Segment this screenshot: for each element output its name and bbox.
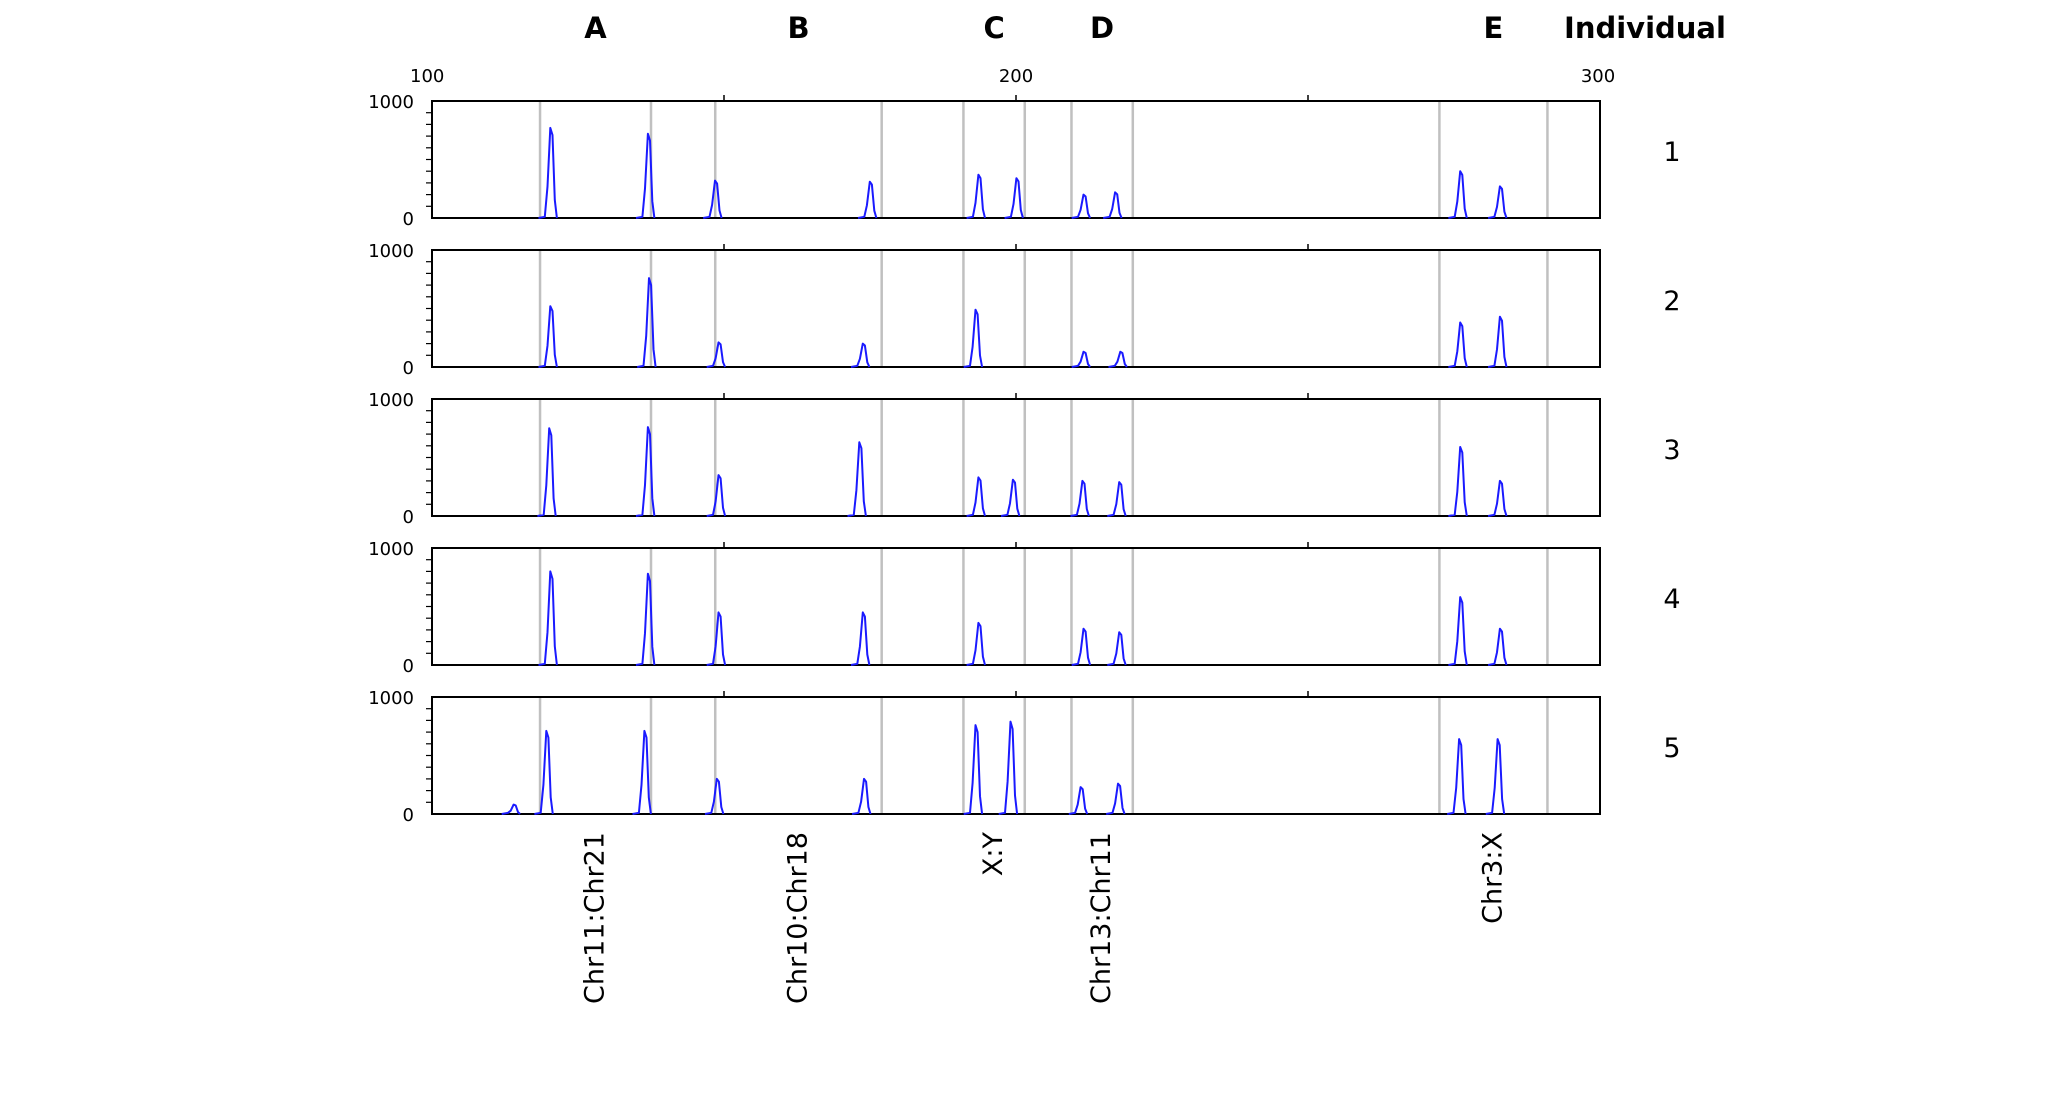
panel-individual-3: 1000 0 3 — [368, 390, 1680, 528]
peak — [1071, 193, 1092, 219]
peak — [1448, 596, 1468, 666]
peak — [637, 277, 657, 368]
column-headers: Individual A B C D E — [584, 11, 1726, 45]
peak — [1487, 479, 1508, 517]
panel-frame — [431, 547, 1601, 666]
peak — [1487, 315, 1508, 368]
peak — [1103, 191, 1123, 219]
panels: 1000 0 1 1000 0 2 1000 0 3 1000 0 4 1000 0 5 — [368, 92, 1680, 826]
panel-individual-4: 1000 0 4 — [368, 539, 1680, 677]
peak — [706, 611, 727, 666]
pair-label-a: Chr11:Chr21 — [580, 832, 611, 1004]
peak — [850, 342, 871, 368]
peak — [966, 621, 986, 666]
x-tick-label-100: 100 — [410, 66, 444, 87]
individual-label: 3 — [1663, 435, 1680, 466]
marker-header-d: D — [1090, 11, 1114, 45]
individual-column-header: Individual — [1564, 11, 1726, 45]
peak — [1487, 185, 1508, 219]
peak — [703, 179, 723, 219]
peak — [1448, 170, 1468, 219]
marker-header-b: B — [787, 11, 809, 45]
peak — [501, 803, 521, 815]
peak — [857, 180, 878, 219]
pair-label-b: Chr10:Chr18 — [783, 832, 814, 1004]
peak — [850, 611, 871, 666]
peak — [1071, 350, 1091, 368]
x-tick-label-300: 300 — [1581, 66, 1615, 87]
peak — [635, 426, 656, 517]
peak — [851, 777, 872, 815]
peak — [1071, 627, 1092, 666]
panel-individual-2: 1000 0 2 — [368, 241, 1680, 379]
peak — [1447, 738, 1467, 815]
pair-label-e: Chr3:X — [1477, 832, 1508, 924]
peak — [706, 474, 727, 517]
peak — [635, 132, 656, 219]
peak — [1487, 627, 1508, 666]
peak — [1070, 479, 1090, 517]
chromosome-pair-labels: Chr11:Chr21 Chr10:Chr18 X:Y Chr13:Chr11 Chr3… — [580, 832, 1509, 1004]
y-tick-label-0: 0 — [403, 805, 414, 826]
peak — [704, 777, 725, 815]
panel-frame — [431, 249, 1601, 368]
y-tick-label-1000: 1000 — [368, 92, 414, 113]
y-tick-label-0: 0 — [403, 656, 414, 677]
peak — [1068, 786, 1089, 815]
peak — [1107, 631, 1127, 666]
peak — [534, 729, 554, 815]
peak — [1108, 350, 1128, 368]
y-tick-label-0: 0 — [403, 358, 414, 379]
y-tick-label-0: 0 — [403, 507, 414, 528]
peak — [998, 720, 1019, 815]
peak — [632, 729, 652, 815]
peak — [966, 476, 986, 517]
marker-header-e: E — [1483, 11, 1503, 45]
peak — [963, 724, 984, 815]
peak — [1485, 738, 1506, 815]
individual-label: 4 — [1663, 584, 1680, 615]
peak — [537, 427, 557, 517]
panel-individual-1: 1000 0 1 — [368, 92, 1680, 230]
peak — [963, 308, 984, 368]
pair-label-d: Chr13:Chr11 — [1086, 832, 1117, 1004]
peak — [966, 173, 986, 219]
x-tick-label-200: 200 — [999, 66, 1033, 87]
panel-frame — [431, 100, 1601, 219]
marker-header-c: C — [983, 11, 1004, 45]
y-tick-label-0: 0 — [403, 209, 414, 230]
top-x-axis: 100 200 300 — [410, 66, 1615, 87]
peak — [847, 441, 867, 517]
peak — [1004, 177, 1024, 219]
peak — [538, 570, 558, 666]
y-tick-label-1000: 1000 — [368, 241, 414, 262]
y-tick-label-1000: 1000 — [368, 539, 414, 560]
peak — [1448, 321, 1468, 368]
individual-label: 2 — [1663, 286, 1680, 317]
individual-label: 1 — [1663, 137, 1680, 168]
peak — [1107, 481, 1127, 517]
pair-label-c: X:Y — [978, 832, 1009, 877]
peak — [1000, 478, 1021, 517]
individual-label: 5 — [1663, 733, 1680, 764]
marker-header-a: A — [584, 11, 607, 45]
panel-individual-5: 1000 0 5 — [368, 688, 1680, 826]
peak — [538, 305, 558, 368]
peak — [1448, 446, 1468, 517]
peak — [538, 126, 558, 219]
y-tick-label-1000: 1000 — [368, 688, 414, 709]
peak — [1106, 782, 1126, 815]
y-tick-label-1000: 1000 — [368, 390, 414, 411]
peak — [635, 572, 656, 666]
peak — [706, 341, 727, 368]
